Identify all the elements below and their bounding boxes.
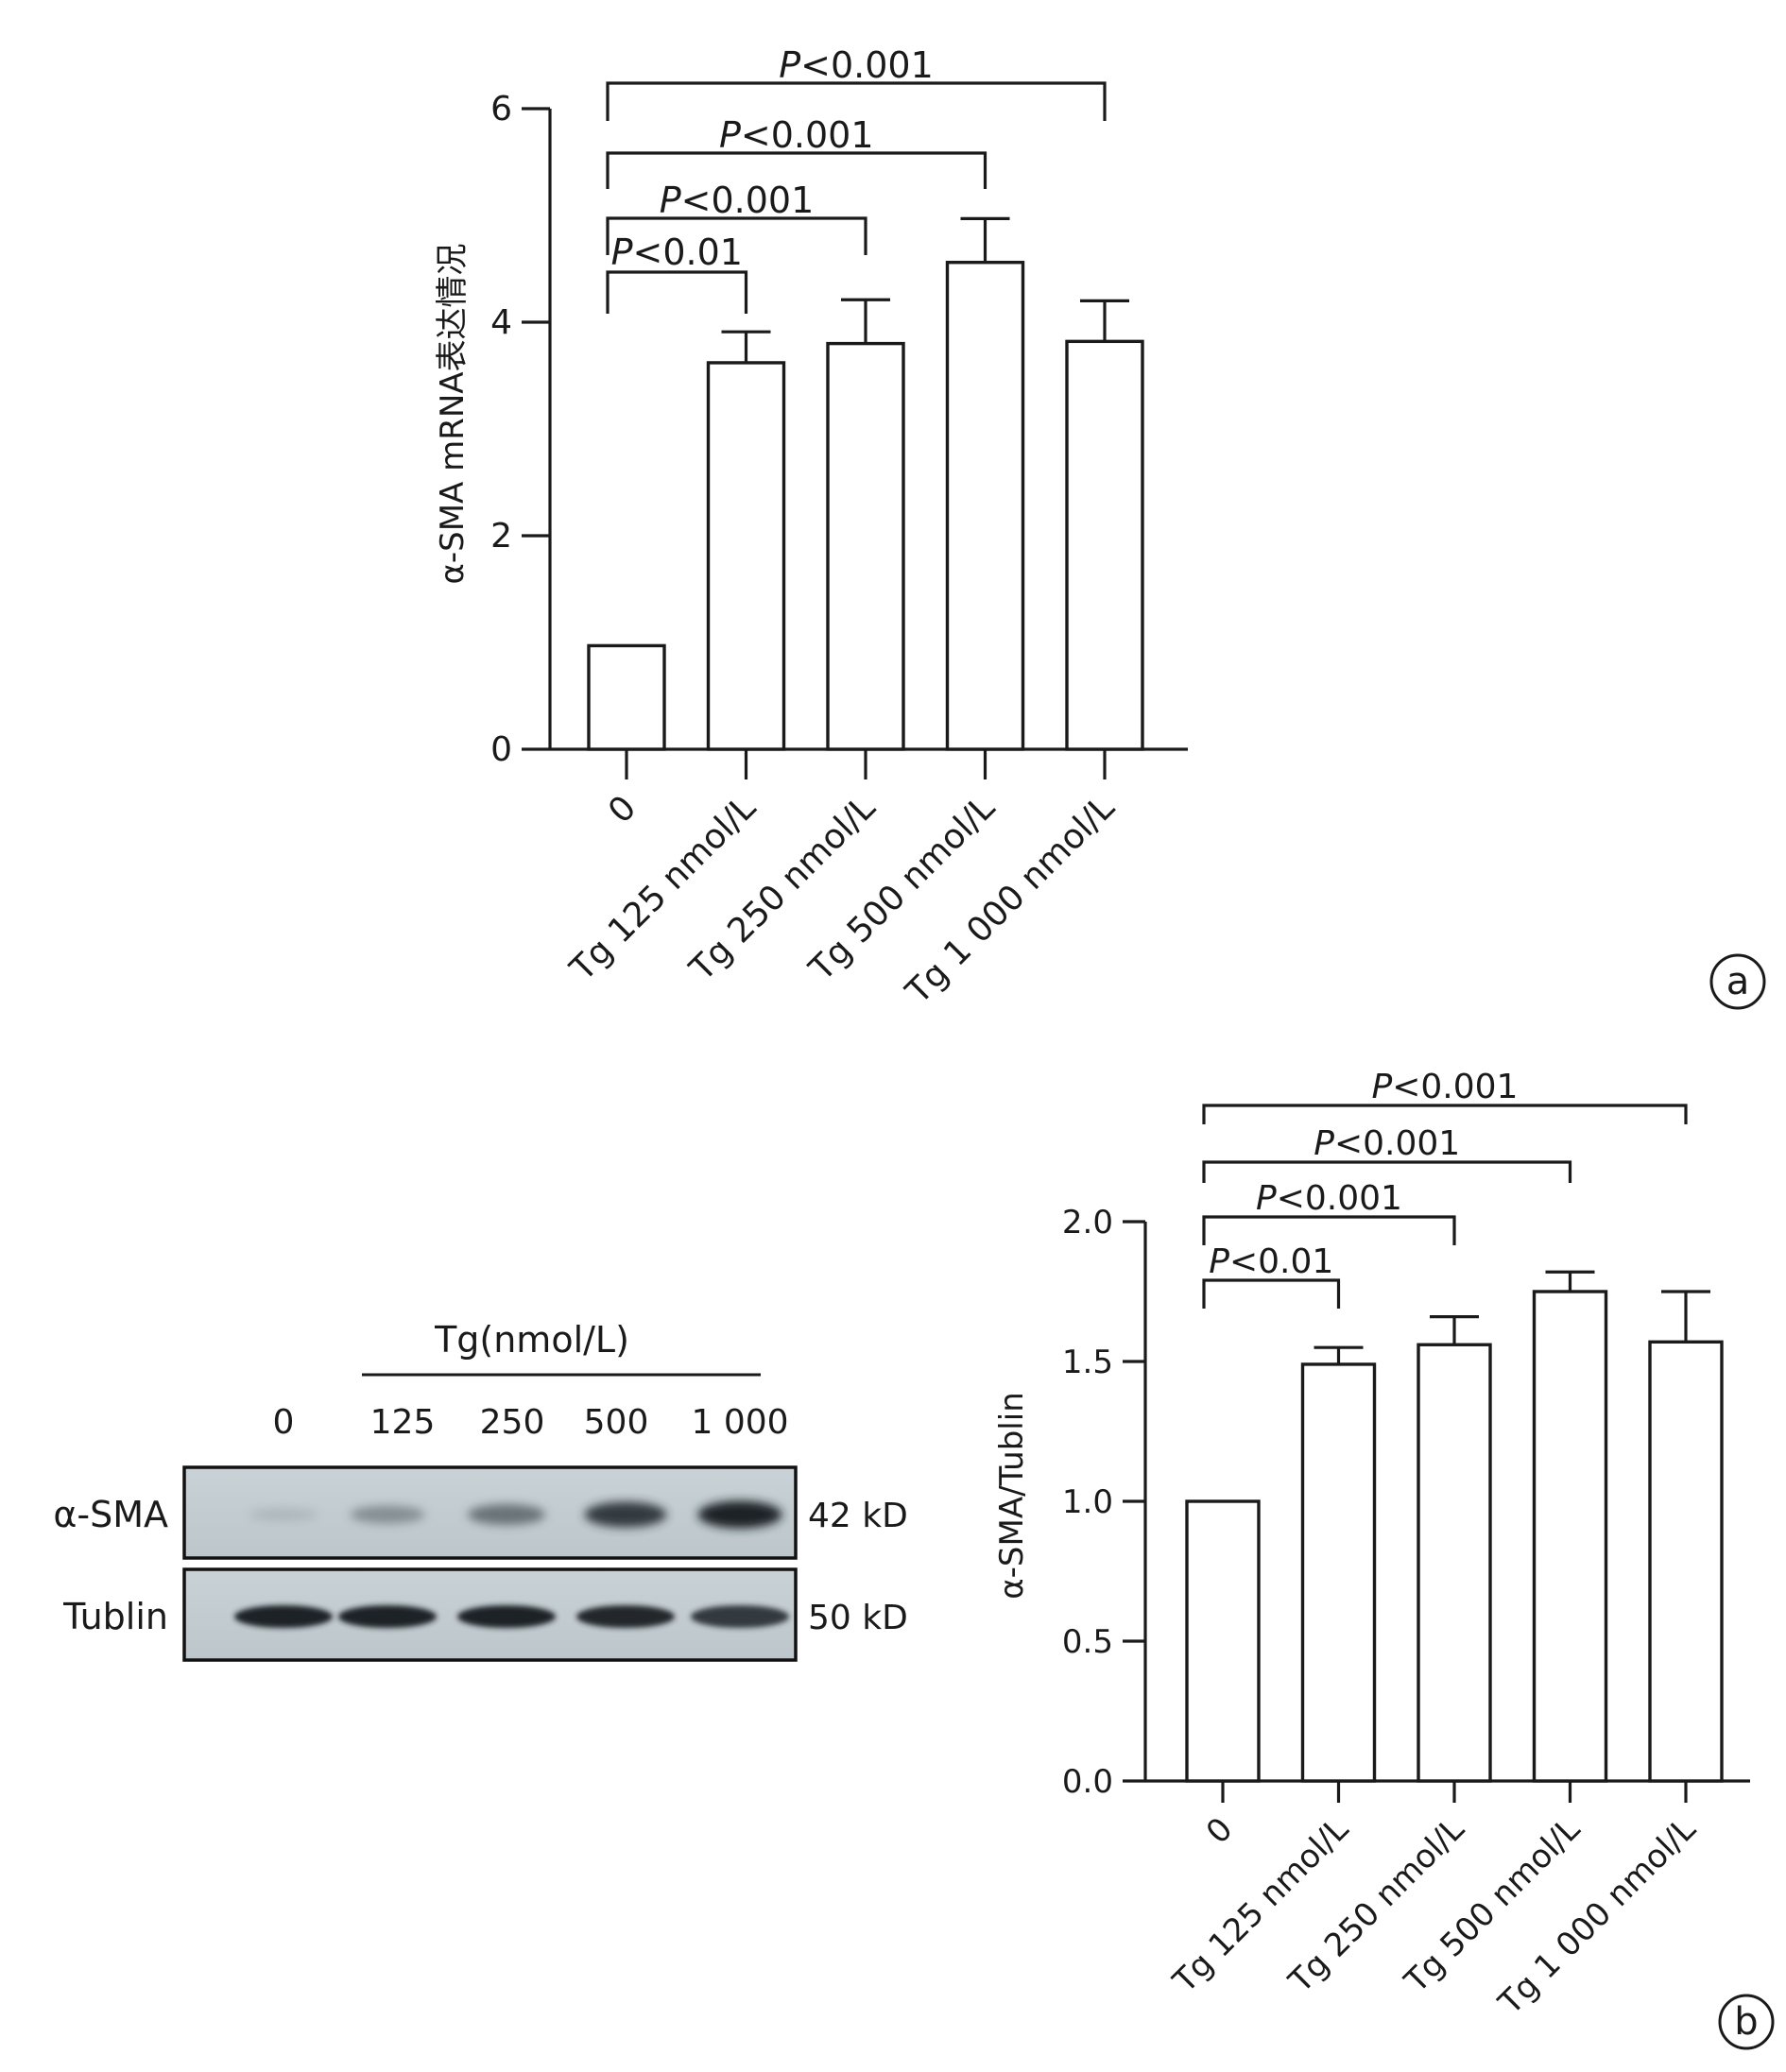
x-tick-label: Tg 1 000 nmol/L <box>899 788 1123 1012</box>
blot-band <box>691 1605 789 1628</box>
blot-lane-label: 500 <box>584 1403 649 1442</box>
blot-group-label: Tg(nmol/L) <box>434 1319 629 1361</box>
blot-band <box>584 1501 667 1528</box>
significance-bracket <box>1202 1160 1572 1183</box>
panel-label-a-text: a <box>1726 960 1750 1003</box>
blot-band <box>457 1605 556 1628</box>
x-tick-label: 0 <box>1199 1810 1241 1852</box>
y-tick-label: 6 <box>490 90 512 128</box>
blot-row: Tublin 50 kD <box>62 1567 908 1662</box>
blot-lane-label: 125 <box>370 1403 436 1442</box>
significance-bracket <box>1202 1278 1341 1309</box>
blot-band <box>468 1504 545 1525</box>
blot-band <box>234 1605 333 1628</box>
panel-label-b-text: b <box>1734 2000 1758 2044</box>
y-axis-label: α-SMA mRNA表达情况 <box>434 243 472 584</box>
significance-label: P<0.001 <box>660 180 815 221</box>
significance-label: P<0.001 <box>1372 1068 1519 1106</box>
bar <box>945 261 1025 751</box>
bar <box>1065 339 1144 751</box>
protein-bar-chart: α-SMA/Tublin 0.0 0.5 1.0 1.5 2.0 P<0.01 P<0.0… <box>993 1068 1750 2023</box>
significance-label: P<0.01 <box>611 231 743 273</box>
blot-band <box>350 1505 425 1524</box>
blot-band <box>576 1605 675 1628</box>
bar <box>706 361 786 751</box>
panel-label-b: b <box>1718 1994 1775 2050</box>
panel-label-a: a <box>1709 953 1766 1010</box>
significance-bracket <box>606 81 1107 121</box>
blot-row-name: Tublin <box>62 1596 168 1637</box>
significance-label: P<0.01 <box>1209 1242 1333 1281</box>
significance-label: P<0.001 <box>1256 1179 1402 1218</box>
western-blot: Tg(nmol/L) 0 125 250 500 1 000 α-SMA 42 kD Tub… <box>53 1319 908 1662</box>
mrna-bar-chart: α-SMA mRNA表达情况 0 2 4 6 P<0.01 P<0.001 P<0.001… <box>434 44 1188 1012</box>
bar <box>1648 1340 1724 1783</box>
significance-label: P<0.001 <box>719 114 874 156</box>
blot-row-size: 50 kD <box>808 1599 908 1637</box>
significance-label: P<0.001 <box>1314 1124 1460 1163</box>
blot-row: α-SMA 42 kD <box>53 1465 908 1560</box>
blot-lane-label: 0 <box>273 1403 295 1442</box>
blot-row-name: α-SMA <box>53 1494 168 1535</box>
blot-lane-label: 1 000 <box>691 1403 788 1442</box>
x-tick-label: Tg 1 000 nmol/L <box>1491 1810 1704 2023</box>
bar <box>1417 1343 1492 1783</box>
significance-bracket <box>606 151 987 189</box>
y-axis-label: α-SMA/Tublin <box>993 1392 1031 1600</box>
y-tick-label: 0.0 <box>1062 1763 1113 1801</box>
y-tick-label: 1.5 <box>1062 1344 1113 1381</box>
blot-row-size: 42 kD <box>808 1497 908 1535</box>
bar <box>1300 1362 1377 1783</box>
bar <box>587 643 666 751</box>
y-tick-label: 0.5 <box>1062 1623 1113 1661</box>
y-tick-label: 4 <box>490 303 512 342</box>
y-tick-label: 2.0 <box>1062 1204 1113 1241</box>
significance-bracket <box>1202 1215 1456 1245</box>
significance-bracket <box>606 270 748 314</box>
significance-label: P<0.001 <box>779 44 934 86</box>
significance-bracket <box>1202 1104 1688 1124</box>
blot-lane-label: 250 <box>480 1403 545 1442</box>
y-tick-label: 1.0 <box>1062 1483 1113 1521</box>
bar <box>1185 1499 1261 1783</box>
blot-band <box>697 1500 782 1529</box>
bar <box>826 341 905 751</box>
bar <box>1532 1290 1608 1783</box>
x-tick-label: 0 <box>601 788 644 831</box>
blot-band <box>338 1605 437 1628</box>
y-tick-label: 0 <box>490 730 512 769</box>
significance-bracket <box>606 216 867 255</box>
y-tick-label: 2 <box>490 517 512 556</box>
blot-band <box>249 1508 318 1521</box>
